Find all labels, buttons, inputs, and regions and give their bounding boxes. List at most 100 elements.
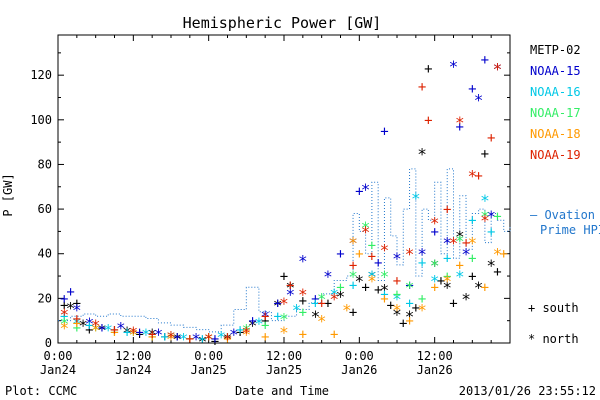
south-marker: + bbox=[186, 332, 194, 348]
north-marker: * bbox=[72, 301, 82, 320]
y-tick-label: 40 bbox=[38, 247, 52, 261]
south-marker: + bbox=[223, 329, 231, 345]
ovation-label-line1: – Ovation bbox=[530, 208, 595, 222]
north-marker: * bbox=[367, 272, 377, 291]
north-marker: * bbox=[361, 180, 371, 199]
north-marker: * bbox=[449, 234, 459, 253]
south-marker: + bbox=[374, 256, 382, 272]
north-marker: * bbox=[480, 211, 490, 230]
north-marker: * bbox=[229, 325, 239, 344]
north-marker: * bbox=[442, 278, 452, 297]
x-axis-label: Date and Time bbox=[235, 384, 329, 398]
south-marker: + bbox=[393, 287, 401, 303]
x-tick-date: Jan25 bbox=[191, 363, 227, 377]
ovation-label-line2: Prime HPI bbox=[540, 223, 600, 237]
y-tick-label: 100 bbox=[30, 113, 52, 127]
south-marker: + bbox=[85, 323, 93, 339]
north-marker: * bbox=[166, 330, 176, 349]
north-marker: * bbox=[461, 245, 471, 264]
chart-title: Hemispheric Power [GW] bbox=[183, 14, 382, 32]
north-marker: * bbox=[392, 301, 402, 320]
south-marker: + bbox=[355, 247, 363, 263]
south-marker: + bbox=[481, 146, 489, 162]
north-marker: * bbox=[273, 296, 283, 315]
south-marker: + bbox=[456, 258, 464, 274]
x-tick-date: Jan25 bbox=[266, 363, 302, 377]
north-marker: * bbox=[442, 234, 452, 253]
north-marker: * bbox=[260, 307, 270, 326]
south-marker: + bbox=[161, 329, 169, 345]
south-marker: + bbox=[198, 332, 206, 348]
north-marker: * bbox=[122, 323, 132, 342]
south-marker: + bbox=[493, 265, 501, 281]
north-marker: * bbox=[336, 287, 346, 306]
north-marker: * bbox=[430, 256, 440, 275]
south-marker: + bbox=[456, 120, 464, 136]
north-marker: * bbox=[455, 231, 465, 250]
north-marker: * bbox=[279, 309, 289, 328]
north-marker: * bbox=[342, 301, 352, 320]
north-marker: * bbox=[216, 327, 226, 346]
legend-south: + south bbox=[528, 301, 579, 315]
south-marker: + bbox=[261, 329, 269, 345]
south-marker: + bbox=[462, 236, 470, 252]
x-tick-time: 12:00 bbox=[115, 349, 151, 363]
south-marker: + bbox=[211, 332, 219, 348]
north-marker: * bbox=[179, 330, 189, 349]
north-marker: * bbox=[442, 272, 452, 291]
north-marker: * bbox=[405, 245, 415, 264]
north-marker: * bbox=[129, 325, 139, 344]
south-marker: + bbox=[211, 334, 219, 350]
north-marker: * bbox=[72, 314, 82, 333]
timestamp: 2013/01/26 23:55:12 bbox=[459, 384, 596, 398]
north-marker: * bbox=[254, 314, 264, 333]
north-marker: * bbox=[361, 222, 371, 241]
north-marker: * bbox=[417, 144, 427, 163]
north-marker: * bbox=[392, 289, 402, 308]
south-marker: + bbox=[148, 327, 156, 343]
data-markers: +*+*+ * + * + * + * + * + * + * +*+*+*+ *+*+*+*+*+*+*+*… bbox=[59, 53, 507, 351]
north-marker: * bbox=[198, 332, 208, 351]
x-tick-time: 0:00 bbox=[345, 349, 374, 363]
south-marker: + bbox=[60, 291, 68, 307]
south-marker: + bbox=[412, 300, 420, 316]
south-marker: + bbox=[493, 209, 501, 225]
north-marker: * bbox=[285, 278, 295, 297]
north-marker: * bbox=[493, 59, 503, 78]
south-marker: + bbox=[380, 287, 388, 303]
north-marker: * bbox=[204, 330, 214, 349]
north-marker: * bbox=[311, 307, 321, 326]
north-marker: * bbox=[91, 316, 101, 335]
south-marker: + bbox=[85, 318, 93, 334]
north-marker: * bbox=[348, 267, 358, 286]
north-marker: * bbox=[242, 321, 252, 340]
north-marker: * bbox=[380, 280, 390, 299]
north-marker: * bbox=[474, 91, 484, 110]
north-marker: * bbox=[493, 59, 503, 78]
south-marker: + bbox=[317, 296, 325, 312]
north-marker: * bbox=[367, 267, 377, 286]
north-marker: * bbox=[317, 312, 327, 331]
north-marker: * bbox=[172, 330, 182, 349]
south-marker: + bbox=[368, 238, 376, 254]
north-marker: * bbox=[97, 321, 107, 340]
south-marker: + bbox=[468, 269, 476, 285]
south-marker: + bbox=[299, 327, 307, 343]
south-marker: + bbox=[248, 314, 256, 330]
south-marker: + bbox=[186, 332, 194, 348]
south-marker: + bbox=[60, 309, 68, 325]
north-marker: * bbox=[329, 289, 339, 308]
north-marker: * bbox=[242, 323, 252, 342]
x-tick-date: Jan24 bbox=[115, 363, 151, 377]
south-marker: + bbox=[98, 320, 106, 336]
south-marker: + bbox=[110, 323, 118, 339]
south-marker: + bbox=[261, 318, 269, 334]
south-marker: + bbox=[430, 224, 438, 240]
south-marker: + bbox=[66, 285, 74, 301]
axes-frame: 0204060801001200:00Jan2412:00Jan240:00Ja… bbox=[30, 34, 511, 377]
north-marker: * bbox=[474, 278, 484, 297]
north-marker: * bbox=[380, 267, 390, 286]
north-marker: * bbox=[147, 325, 157, 344]
